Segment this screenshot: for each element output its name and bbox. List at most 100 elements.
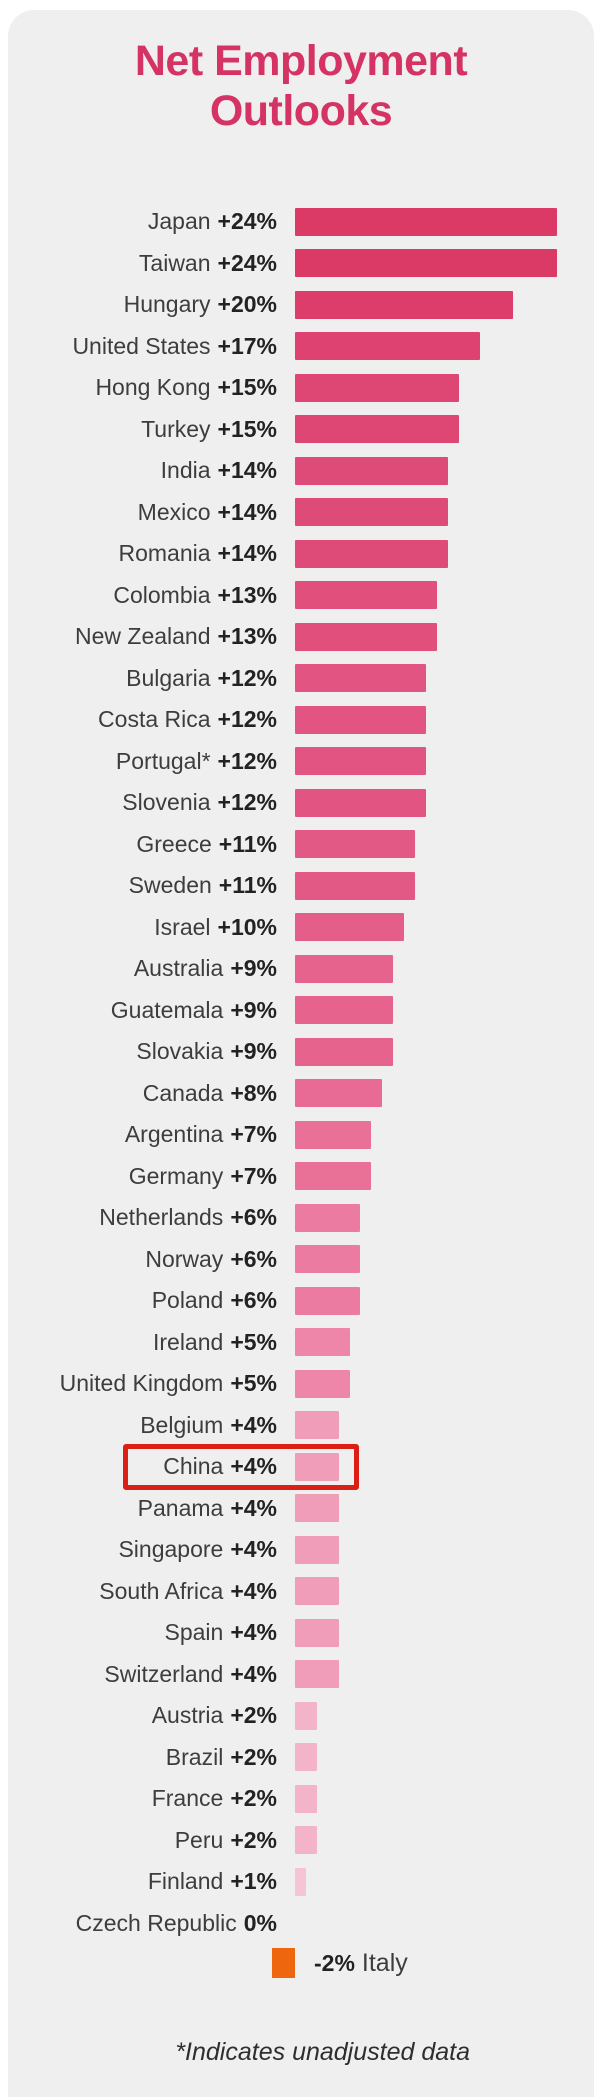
country-label: Taiwan <box>138 249 211 276</box>
country-label: Canada <box>142 1079 224 1106</box>
bar <box>295 1286 360 1315</box>
row-labels: Norway +6% <box>8 1246 277 1273</box>
bar-chart: Japan +24% Taiwan +24% Hungary +20% Unit… <box>8 201 594 1944</box>
value-label: +9% <box>230 1038 277 1065</box>
chart-row: Germany +7% <box>8 1156 594 1198</box>
value-label: +7% <box>230 1121 277 1148</box>
chart-row: Japan +24% <box>8 201 594 243</box>
value-label: +12% <box>217 747 277 774</box>
chart-row: France +2% <box>8 1778 594 1820</box>
row-labels: Australia +9% <box>8 955 277 982</box>
bar <box>295 290 513 319</box>
row-labels: Panama +4% <box>8 1495 277 1522</box>
chart-title: Net Employment Outlooks <box>8 36 594 136</box>
value-label: +4% <box>230 1494 277 1521</box>
bar <box>295 996 393 1025</box>
chart-row: Argentina +7% <box>8 1114 594 1156</box>
bar <box>295 1162 371 1191</box>
row-labels: Guatemala +9% <box>8 997 277 1024</box>
chart-row: Hong Kong +15% <box>8 367 594 409</box>
country-label: Israel <box>154 913 211 940</box>
chart-row: Czech Republic 0% <box>8 1903 594 1945</box>
chart-row: Mexico +14% <box>8 492 594 534</box>
bar <box>295 1784 317 1813</box>
chart-row: Guatemala +9% <box>8 990 594 1032</box>
value-label: +6% <box>230 1245 277 1272</box>
value-label: +20% <box>217 291 277 318</box>
row-labels: Belgium +4% <box>8 1412 277 1439</box>
bar <box>295 1660 339 1689</box>
value-label: +7% <box>230 1162 277 1189</box>
bar <box>295 747 426 776</box>
row-labels: Sweden +11% <box>8 872 277 899</box>
row-labels: Mexico +14% <box>8 499 277 526</box>
italy-negative-bar <box>272 1948 295 1978</box>
italy-value-label: -2% <box>314 1949 355 1976</box>
value-label: +12% <box>217 789 277 816</box>
chart-row: Norway +6% <box>8 1239 594 1281</box>
country-label: Singapore <box>118 1536 224 1563</box>
row-labels: Israel +10% <box>8 914 277 941</box>
value-label: +13% <box>217 581 277 608</box>
row-labels: New Zealand +13% <box>8 623 277 650</box>
country-label: Finland <box>147 1868 224 1895</box>
row-labels: Singapore +4% <box>8 1536 277 1563</box>
chart-row: Finland +1% <box>8 1861 594 1903</box>
country-label: Costa Rica <box>98 706 211 733</box>
row-labels: Netherlands +6% <box>8 1204 277 1231</box>
bar <box>295 1203 360 1232</box>
bar <box>295 1452 339 1481</box>
chart-row: Australia +9% <box>8 948 594 990</box>
country-label: Hong Kong <box>95 374 211 401</box>
value-label: +14% <box>217 498 277 525</box>
country-label: Turkey <box>141 415 211 442</box>
country-label: United Kingdom <box>59 1370 224 1397</box>
row-labels: South Africa +4% <box>8 1578 277 1605</box>
row-labels: Japan +24% <box>8 208 277 235</box>
row-labels: Austria +2% <box>8 1702 277 1729</box>
chart-row: Taiwan +24% <box>8 243 594 285</box>
chart-row: Spain +4% <box>8 1612 594 1654</box>
row-labels: Spain +4% <box>8 1619 277 1646</box>
value-label: +10% <box>217 913 277 940</box>
row-labels: Switzerland +4% <box>8 1661 277 1688</box>
value-label: +5% <box>230 1370 277 1397</box>
chart-row: Bulgaria +12% <box>8 658 594 700</box>
country-label: Brazil <box>165 1743 224 1770</box>
value-label: +4% <box>230 1536 277 1563</box>
chart-row: Panama +4% <box>8 1488 594 1530</box>
bar <box>295 1743 317 1772</box>
value-label: +8% <box>230 1079 277 1106</box>
chart-row: Austria +2% <box>8 1695 594 1737</box>
chart-row: Poland +6% <box>8 1280 594 1322</box>
value-label: +4% <box>230 1577 277 1604</box>
row-labels: France +2% <box>8 1785 277 1812</box>
country-label: Slovakia <box>136 1038 224 1065</box>
country-label: Czech Republic <box>75 1909 237 1936</box>
value-label: +6% <box>230 1204 277 1231</box>
value-label: +24% <box>217 249 277 276</box>
bar <box>295 871 415 900</box>
bar <box>295 1079 382 1108</box>
country-label: New Zealand <box>75 623 211 650</box>
country-label: Hungary <box>123 291 211 318</box>
value-label: +9% <box>230 996 277 1023</box>
bar <box>295 954 393 983</box>
row-labels: Bulgaria +12% <box>8 665 277 692</box>
row-labels: China +4% <box>8 1453 277 1480</box>
bar <box>295 415 459 444</box>
row-labels: Costa Rica +12% <box>8 706 277 733</box>
chart-row: United States +17% <box>8 326 594 368</box>
row-labels: Hungary +20% <box>8 291 277 318</box>
value-label: +13% <box>217 623 277 650</box>
row-labels: Ireland +5% <box>8 1329 277 1356</box>
country-label: Austria <box>151 1702 224 1729</box>
row-labels: Poland +6% <box>8 1287 277 1314</box>
chart-row: Romania +14% <box>8 533 594 575</box>
row-labels: Canada +8% <box>8 1080 277 1107</box>
row-labels: Taiwan +24% <box>8 250 277 277</box>
value-label: +2% <box>230 1785 277 1812</box>
bar <box>295 1369 350 1398</box>
chart-row: Slovakia +9% <box>8 1031 594 1073</box>
bar <box>295 1577 339 1606</box>
